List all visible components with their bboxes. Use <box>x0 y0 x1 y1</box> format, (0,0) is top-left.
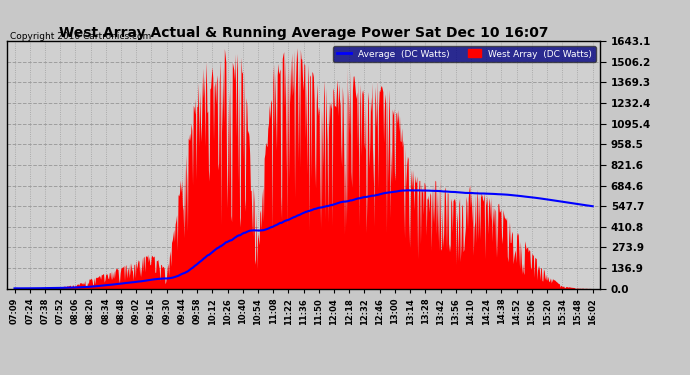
Legend: Average  (DC Watts), West Array  (DC Watts): Average (DC Watts), West Array (DC Watts… <box>333 46 595 62</box>
Title: West Array Actual & Running Average Power Sat Dec 10 16:07: West Array Actual & Running Average Powe… <box>59 26 549 40</box>
Text: Copyright 2016 Cartronics.com: Copyright 2016 Cartronics.com <box>10 32 152 41</box>
